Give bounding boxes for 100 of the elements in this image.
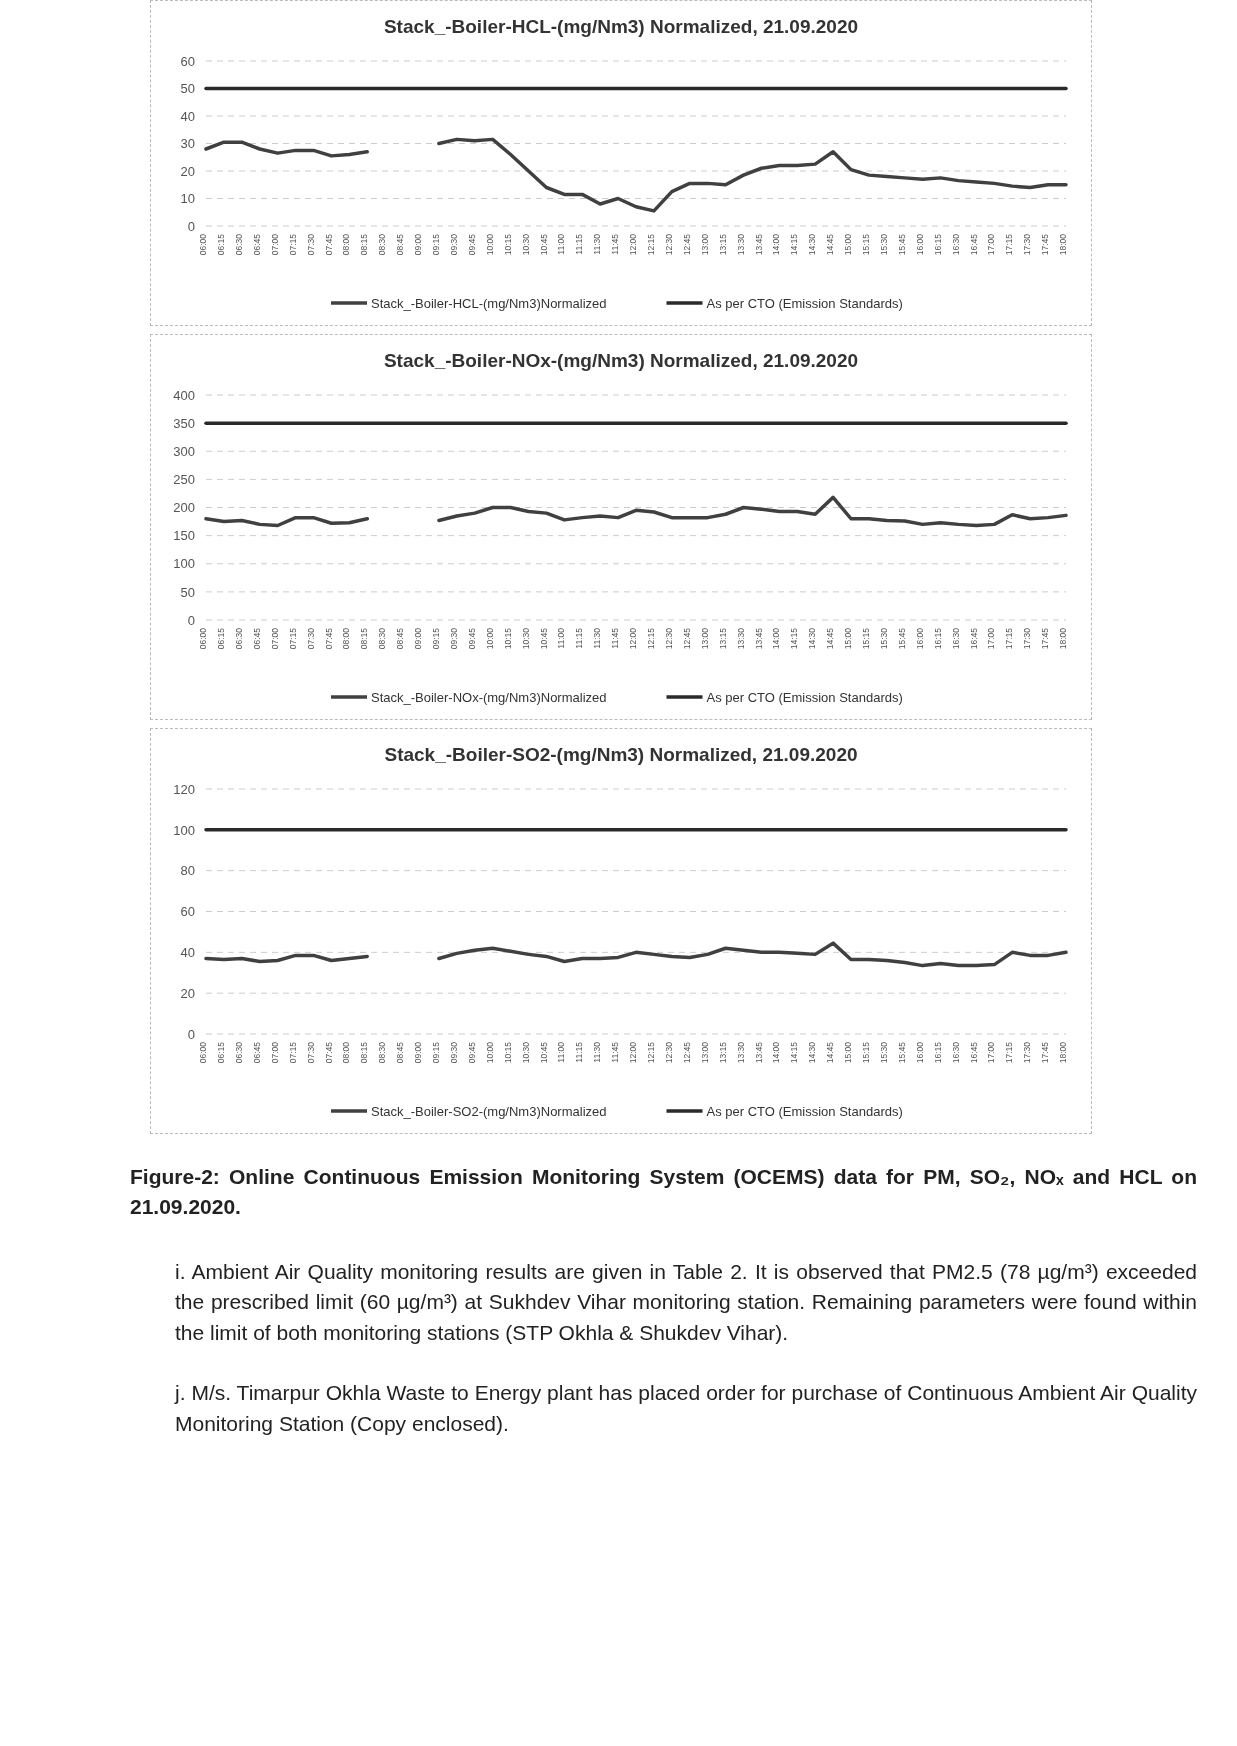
x-tick-label: 11:30	[592, 233, 603, 255]
y-tick-label: 100	[173, 556, 195, 572]
x-tick-label: 10:00	[484, 627, 495, 650]
x-tick-label: 07:45	[323, 1041, 334, 1064]
x-tick-label: 17:30	[1022, 233, 1033, 256]
y-tick-label: 50	[180, 81, 195, 97]
y-tick-label: 60	[180, 53, 195, 69]
x-tick-label: 08:00	[341, 627, 352, 650]
x-tick-label: 09:00	[413, 233, 424, 256]
x-tick-label: 16:30	[950, 233, 961, 256]
x-tick-label: 06:15	[216, 627, 227, 650]
x-tick-label: 08:15	[359, 627, 370, 650]
y-tick-label: 40	[180, 944, 195, 960]
x-tick-label: 09:45	[466, 627, 477, 650]
y-tick-label: 150	[173, 528, 195, 544]
x-tick-label: 09:15	[431, 233, 442, 256]
x-tick-label: 06:00	[198, 1041, 209, 1064]
legend-label: As per CTO (Emission Standards)	[706, 1104, 903, 1119]
x-tick-label: 10:30	[520, 627, 531, 650]
legend-label: As per CTO (Emission Standards)	[706, 296, 903, 311]
x-tick-label: 14:15	[789, 1041, 800, 1064]
y-tick-label: 60	[180, 904, 195, 920]
y-tick-label: 0	[187, 1026, 195, 1042]
x-tick-label: 06:00	[198, 627, 209, 650]
x-tick-label: 13:45	[753, 233, 764, 256]
x-tick-label: 15:00	[843, 1041, 854, 1064]
x-tick-label: 13:00	[699, 1041, 710, 1064]
x-tick-label: 14:30	[807, 233, 818, 256]
x-tick-label: 16:15	[932, 233, 943, 256]
y-tick-label: 30	[180, 136, 195, 152]
x-tick-label: 16:00	[914, 1041, 925, 1064]
x-tick-label: 18:00	[1058, 627, 1069, 650]
x-tick-label: 15:45	[896, 233, 907, 256]
x-tick-label: 07:00	[269, 627, 280, 650]
x-tick-label: 10:45	[538, 233, 549, 256]
x-tick-label: 12:45	[681, 233, 692, 256]
x-tick-label: 16:15	[932, 1041, 943, 1064]
x-tick-label: 10:45	[538, 627, 549, 650]
x-tick-label: 08:00	[341, 233, 352, 256]
x-tick-label: 14:00	[771, 1041, 782, 1064]
x-tick-label: 08:45	[395, 1041, 406, 1064]
x-tick-label: 12:15	[646, 233, 657, 256]
x-tick-label: 09:45	[466, 233, 477, 256]
chart-title: Stack_-Boiler-HCL-(mg/Nm3) Normalized, 21.09.2020	[383, 16, 859, 37]
x-tick-label: 12:00	[628, 233, 639, 256]
x-tick-label: 06:30	[233, 233, 244, 256]
x-tick-label: 10:15	[502, 233, 513, 256]
x-tick-label: 14:15	[789, 233, 800, 256]
y-tick-label: 200	[173, 500, 195, 516]
x-tick-label: 17:45	[1040, 1041, 1051, 1064]
x-tick-label: 06:15	[216, 1041, 227, 1064]
x-tick-label: 10:30	[520, 1041, 531, 1064]
x-tick-label: 06:45	[251, 233, 262, 256]
x-tick-label: 06:30	[233, 627, 244, 650]
x-tick-label: 17:45	[1040, 233, 1051, 256]
x-tick-label: 12:45	[681, 1041, 692, 1064]
x-tick-label: 13:30	[735, 627, 746, 650]
x-tick-label: 12:30	[663, 1041, 674, 1064]
x-tick-label: 11:45	[610, 233, 621, 255]
x-tick-label: 12:15	[646, 1041, 657, 1064]
x-tick-label: 10:45	[538, 1041, 549, 1064]
x-tick-label: 15:15	[861, 1041, 872, 1064]
y-tick-label: 10	[180, 191, 195, 207]
x-tick-label: 11:30	[592, 627, 603, 649]
x-tick-label: 13:15	[717, 233, 728, 256]
x-tick-label: 09:45	[466, 1041, 477, 1064]
x-tick-label: 12:30	[663, 627, 674, 650]
x-tick-label: 15:15	[861, 627, 872, 650]
x-tick-label: 08:45	[395, 233, 406, 256]
x-tick-label: 14:45	[825, 233, 836, 256]
x-tick-label: 07:15	[287, 627, 298, 650]
x-tick-label: 08:00	[341, 1041, 352, 1064]
y-tick-label: 0	[187, 218, 195, 234]
x-tick-label: 08:15	[359, 1041, 370, 1064]
chart-title: Stack_-Boiler-NOx-(mg/Nm3) Normalized, 21.09.2020	[383, 350, 859, 371]
x-tick-label: 14:45	[825, 627, 836, 650]
x-tick-label: 13:30	[735, 233, 746, 256]
x-tick-label: 10:30	[520, 233, 531, 256]
x-tick-label: 17:30	[1022, 1041, 1033, 1064]
x-tick-label: 16:45	[968, 1041, 979, 1064]
legend-label: Stack_-Boiler-SO2-(mg/Nm3)Normalized	[371, 1104, 607, 1119]
text: i. Ambient Air Quality monitoring results are given in Table 2. It is observed that PM2.5 (78 µg/m³) exceeded the prescribed limit (60 µg/m³) at Sukhdev Vihar monitoring station. Remaining parameters were found within the limit of both monitoring stations (STP Okhla & Shukdev Vihar).	[175, 1258, 1197, 1346]
x-tick-label: 10:15	[502, 1041, 513, 1064]
x-tick-label: 15:45	[896, 627, 907, 650]
x-tick-label: 14:45	[825, 1041, 836, 1064]
x-tick-label: 14:00	[771, 627, 782, 650]
x-tick-label: 17:15	[1004, 233, 1015, 256]
x-tick-label: 17:00	[986, 233, 997, 256]
x-tick-label: 12:00	[628, 1041, 639, 1064]
x-tick-label: 07:00	[269, 1041, 280, 1064]
x-tick-label: 08:45	[395, 627, 406, 650]
x-tick-label: 16:00	[914, 233, 925, 256]
x-tick-label: 15:00	[843, 233, 854, 256]
y-tick-label: 20	[180, 163, 195, 179]
x-tick-label: 11:00	[556, 627, 567, 649]
x-tick-label: 15:00	[843, 627, 854, 650]
legend-label: As per CTO (Emission Standards)	[706, 690, 903, 705]
chart-title: Stack_-Boiler-SO2-(mg/Nm3) Normalized, 21.09.2020	[384, 744, 858, 765]
x-tick-label: 07:30	[305, 627, 316, 650]
x-tick-label: 09:30	[448, 233, 459, 256]
